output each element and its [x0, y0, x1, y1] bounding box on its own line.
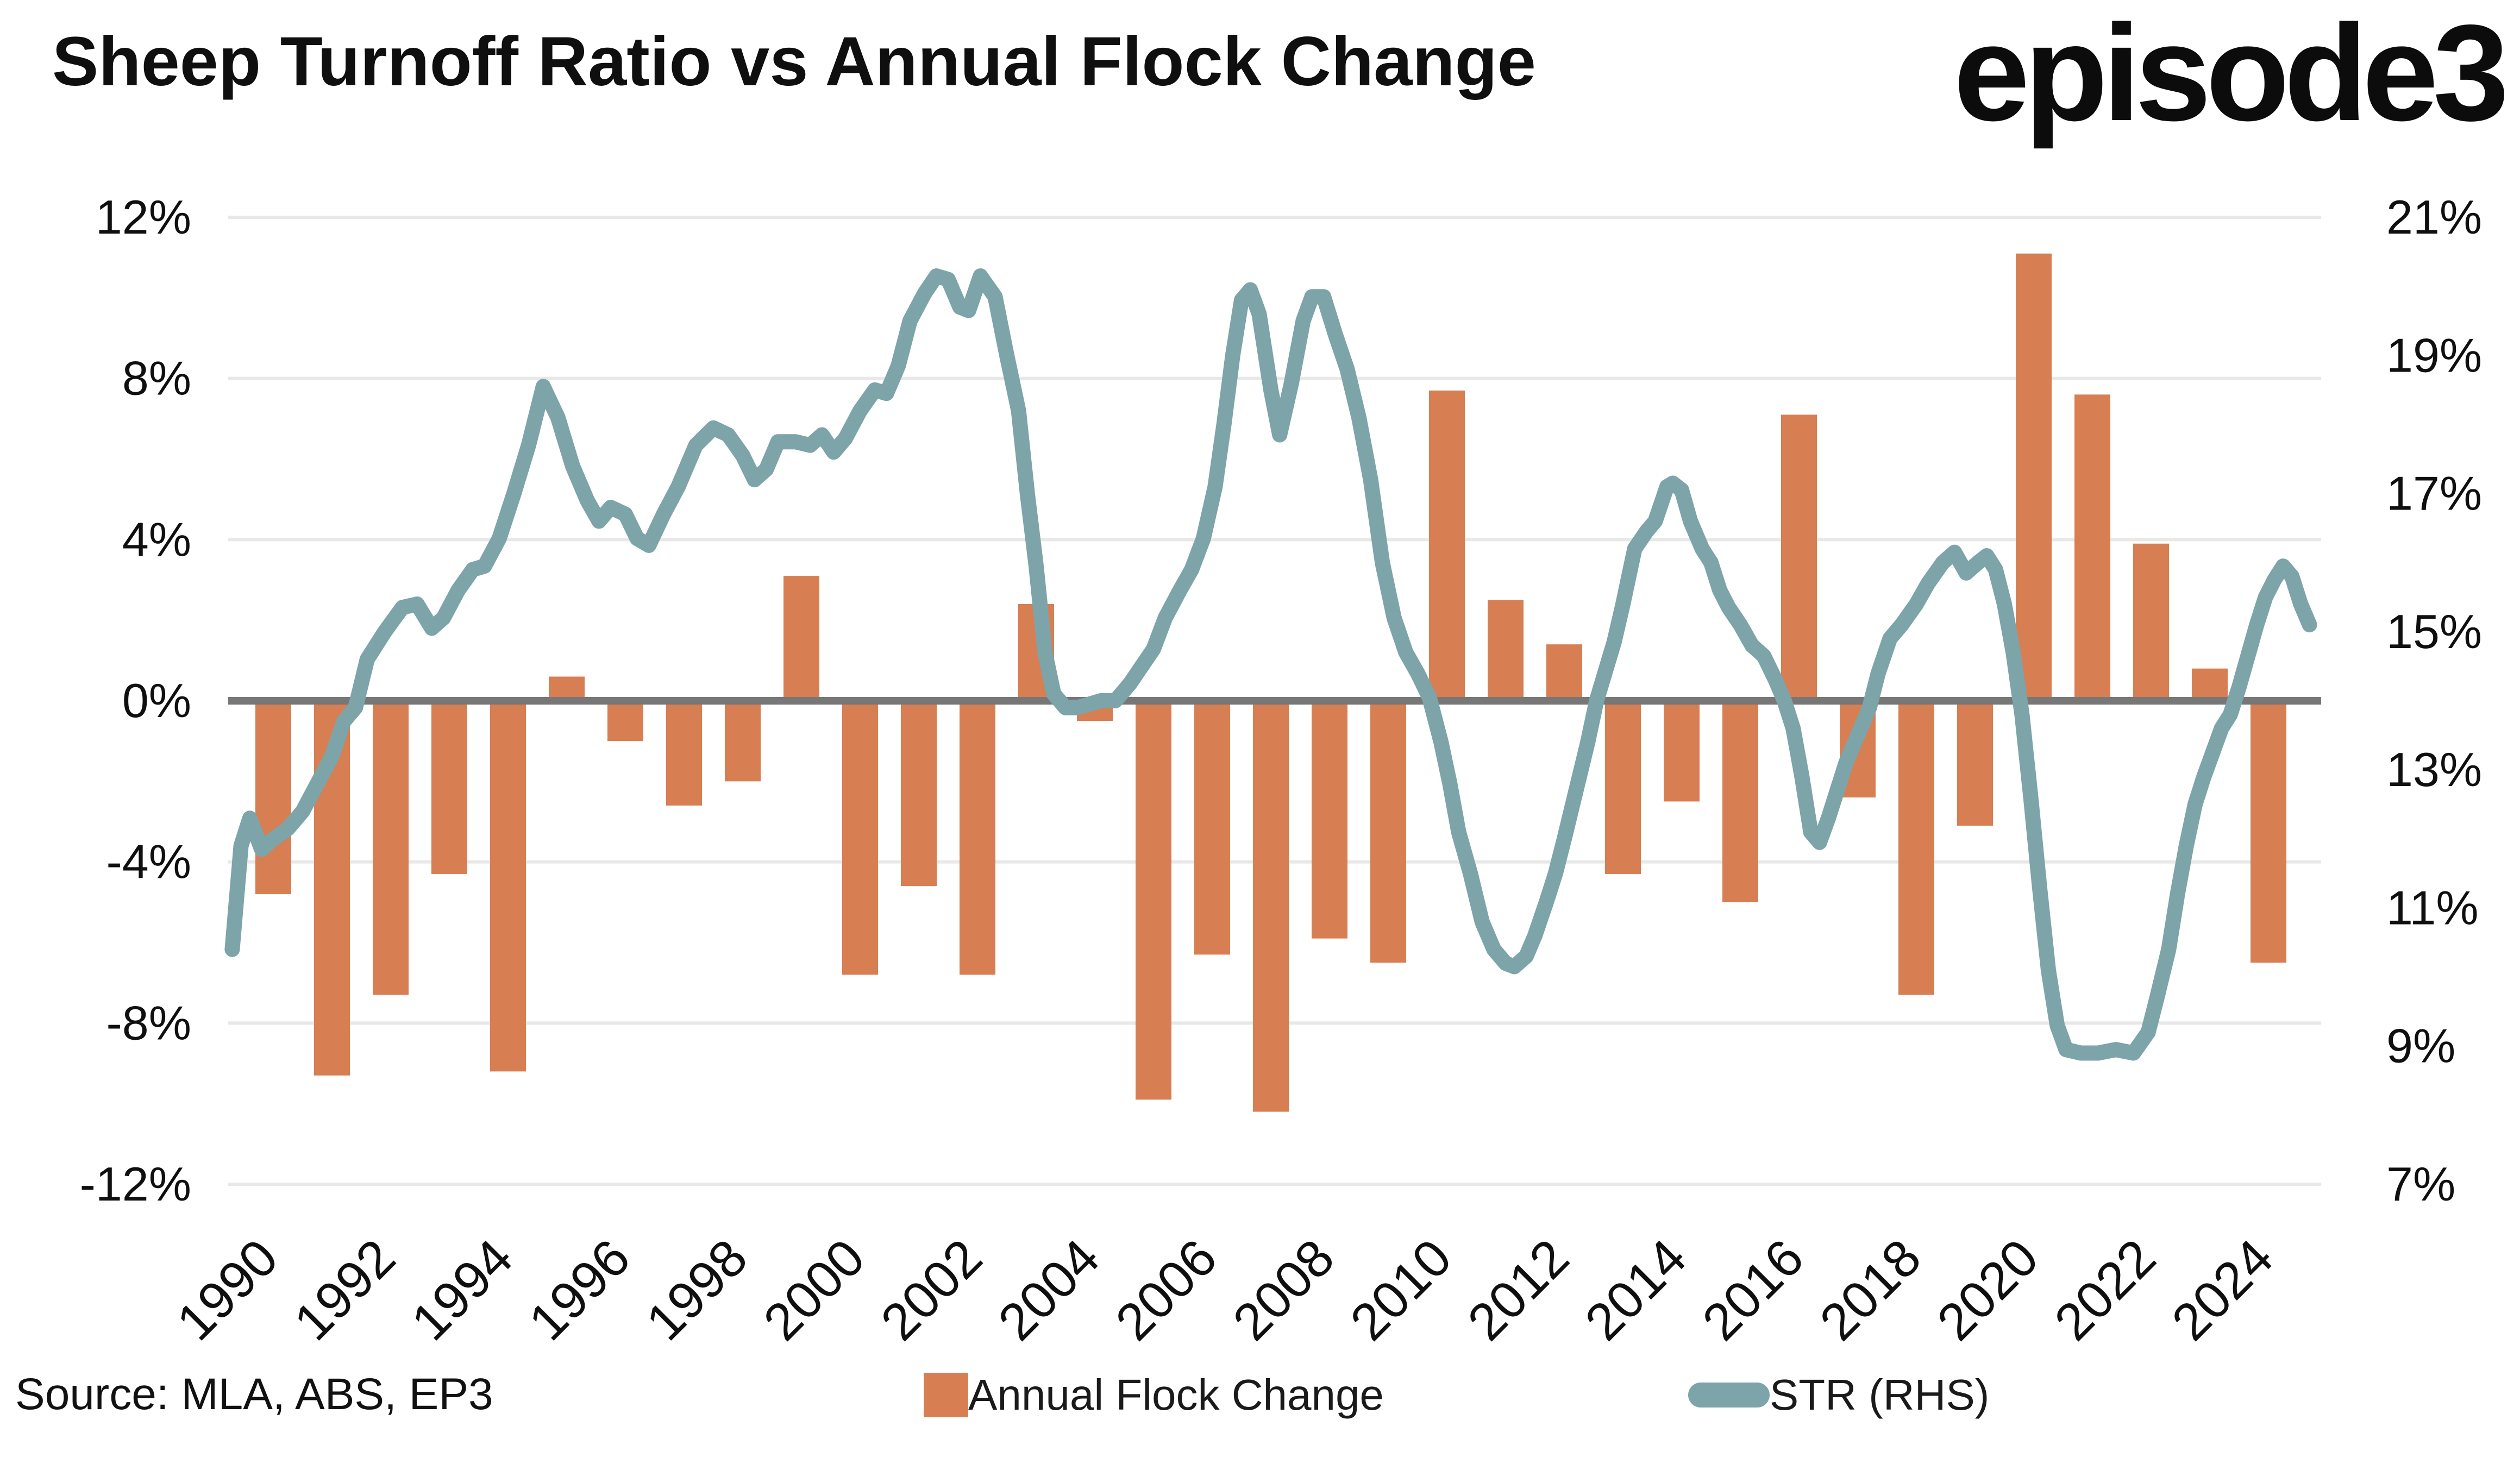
left-axis-tick-label: -4%: [106, 835, 192, 889]
flock-change-bar: [431, 701, 467, 874]
line-swatch-icon: [1688, 1383, 1770, 1408]
flock-change-bar: [1605, 701, 1641, 874]
x-axis-tick-label: 2000: [753, 1228, 876, 1352]
flock-change-bar: [1898, 701, 1934, 995]
flock-change-bar: [490, 701, 526, 1072]
right-axis-tick-label: 7%: [2386, 1157, 2455, 1211]
flock-change-bar: [783, 576, 819, 701]
flock-change-bar: [1312, 701, 1347, 939]
left-axis-tick-label: 0%: [122, 674, 191, 727]
x-axis-tick-label: 1998: [635, 1228, 758, 1352]
flock-change-bar: [901, 701, 937, 887]
flock-change-bar: [549, 676, 585, 701]
flock-change-bar: [373, 701, 409, 995]
flock-change-bar: [842, 701, 878, 975]
right-axis-tick-label: 17%: [2386, 467, 2482, 520]
x-axis-tick-label: 2002: [870, 1228, 993, 1352]
page-title: Sheep Turnoff Ratio vs Annual Flock Chan…: [52, 23, 1536, 100]
legend-item-str: STR (RHS): [1688, 1370, 1989, 1420]
flock-change-bar: [1370, 701, 1406, 963]
flock-change-bar: [2133, 543, 2169, 701]
left-axis-tick-label: 12%: [96, 190, 191, 244]
chart-legend: Annual Flock Change STR (RHS): [924, 1362, 2336, 1428]
x-axis-tick-label: 1992: [283, 1228, 406, 1352]
left-axis-tick-label: -8%: [106, 996, 192, 1050]
left-axis-tick-label: 4%: [122, 512, 191, 566]
right-axis-tick-label: 11%: [2386, 881, 2479, 934]
x-axis-tick-label: 2018: [1809, 1228, 1932, 1352]
flock-change-bar: [1664, 701, 1700, 802]
x-axis-tick-label: 2012: [1457, 1228, 1580, 1352]
str-line: [224, 268, 2317, 1061]
x-axis-tick-label: 2010: [1339, 1228, 1463, 1352]
legend-bars-label: Annual Flock Change: [968, 1371, 1384, 1419]
source-note: Source: MLA, ABS, EP3: [15, 1369, 493, 1419]
x-axis-tick-label: 2008: [1222, 1228, 1345, 1352]
flock-change-bar: [1957, 701, 1993, 826]
flock-change-bar: [1136, 701, 1171, 1100]
right-axis-tick-label: 19%: [2386, 328, 2482, 382]
left-axis-tick-label: -12%: [80, 1157, 191, 1211]
x-axis-tick-label: 1996: [518, 1228, 641, 1352]
x-axis-tick-label: 2004: [987, 1228, 1111, 1352]
legend-item-flock-change: Annual Flock Change: [924, 1370, 1384, 1420]
flock-change-bar: [1546, 644, 1582, 701]
flock-change-bar: [1781, 414, 1817, 701]
flock-change-bar: [1722, 701, 1758, 902]
x-axis-tick-label: 2016: [1691, 1228, 1815, 1352]
right-axis-tick-label: 21%: [2386, 190, 2482, 244]
flock-change-bar: [960, 701, 995, 975]
flock-change-bar: [725, 701, 761, 782]
flock-change-bar: [1488, 600, 1524, 701]
x-axis-tick-label: 1990: [166, 1228, 289, 1352]
legend-line-label: STR (RHS): [1769, 1371, 1990, 1419]
x-axis-tick-label: 2020: [1926, 1228, 2049, 1352]
flock-change-bar: [1429, 390, 1465, 701]
flock-change-bar: [2016, 253, 2052, 701]
x-axis-tick-label: 1994: [400, 1228, 524, 1352]
flock-change-bar: [607, 701, 643, 742]
x-axis-tick-label: 2022: [2043, 1228, 2167, 1352]
flock-change-bar: [2074, 394, 2110, 701]
flock-change-bar: [1253, 701, 1289, 1112]
right-axis-tick-label: 13%: [2386, 743, 2482, 796]
x-axis-tick-label: 2024: [2161, 1228, 2284, 1352]
right-axis-tick-label: 15%: [2386, 605, 2482, 658]
x-axis-tick-label: 2014: [1574, 1228, 1697, 1352]
left-axis-tick-label: 8%: [122, 351, 191, 405]
x-axis-tick-label: 2006: [1105, 1228, 1228, 1352]
bar-swatch-icon: [924, 1373, 968, 1417]
right-axis-tick-label: 9%: [2386, 1019, 2455, 1073]
flock-change-bar: [2251, 701, 2286, 963]
flock-change-bar: [255, 701, 291, 895]
episode3-logo: episode3: [1953, 0, 2509, 149]
flock-change-bar: [2192, 668, 2228, 701]
flock-change-bar: [666, 701, 702, 806]
flock-change-bar: [1194, 701, 1230, 955]
